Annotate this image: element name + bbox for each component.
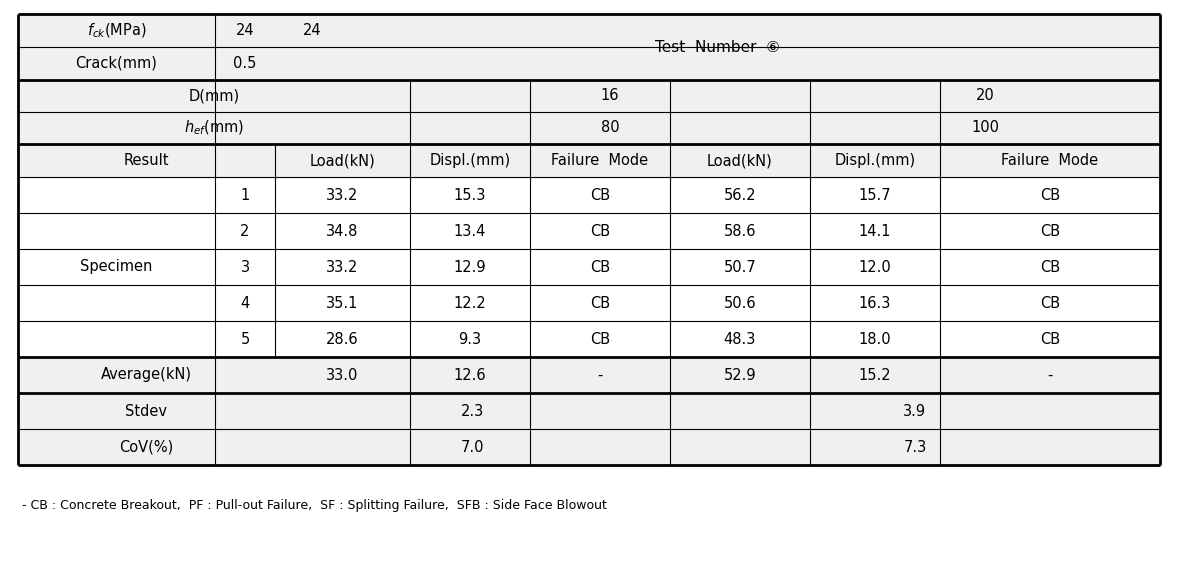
- Text: 58.6: 58.6: [723, 223, 756, 239]
- Text: 0.5: 0.5: [233, 56, 256, 71]
- Text: Failure  Mode: Failure Mode: [1001, 153, 1098, 168]
- Text: 12.2: 12.2: [454, 296, 486, 311]
- Text: CB: CB: [590, 259, 610, 274]
- Text: Load(kN): Load(kN): [707, 153, 773, 168]
- Text: Displ.(mm): Displ.(mm): [834, 153, 916, 168]
- Text: 3.9: 3.9: [903, 404, 927, 418]
- Text: CB: CB: [590, 296, 610, 311]
- Text: CB: CB: [1040, 296, 1060, 311]
- Text: 2: 2: [240, 223, 249, 239]
- Text: -: -: [1047, 367, 1053, 382]
- Text: 50.7: 50.7: [723, 259, 756, 274]
- Text: 4: 4: [240, 296, 249, 311]
- Text: Stdev: Stdev: [125, 404, 168, 418]
- Text: D(mm): D(mm): [188, 88, 240, 103]
- Text: Displ.(mm): Displ.(mm): [429, 153, 511, 168]
- Text: 2.3: 2.3: [461, 404, 485, 418]
- Text: 34.8: 34.8: [326, 223, 358, 239]
- Text: CoV(%): CoV(%): [119, 440, 174, 455]
- Text: CB: CB: [590, 188, 610, 203]
- Text: 33.0: 33.0: [326, 367, 358, 382]
- Text: Load(kN): Load(kN): [310, 153, 376, 168]
- Text: CB: CB: [1040, 223, 1060, 239]
- Text: 35.1: 35.1: [326, 296, 358, 311]
- Text: 3: 3: [240, 259, 249, 274]
- Text: $h_{ef}$(mm): $h_{ef}$(mm): [184, 119, 245, 137]
- Text: Test  Number  ⑥: Test Number ⑥: [655, 40, 780, 55]
- Text: 7.3: 7.3: [903, 440, 927, 455]
- Text: 14.1: 14.1: [859, 223, 891, 239]
- Text: 12.6: 12.6: [454, 367, 486, 382]
- Text: 15.7: 15.7: [858, 188, 891, 203]
- Text: CB: CB: [1040, 188, 1060, 203]
- Text: 33.2: 33.2: [326, 259, 358, 274]
- Text: 28.6: 28.6: [326, 332, 359, 347]
- Text: 12.0: 12.0: [858, 259, 891, 274]
- Text: 9.3: 9.3: [459, 332, 481, 347]
- Text: -: -: [597, 367, 603, 382]
- Text: Average(kN): Average(kN): [100, 367, 191, 382]
- Text: 13.4: 13.4: [454, 223, 486, 239]
- Text: 33.2: 33.2: [326, 188, 358, 203]
- Text: 50.6: 50.6: [723, 296, 756, 311]
- Text: 48.3: 48.3: [723, 332, 756, 347]
- Text: $f_{ck}$(MPa): $f_{ck}$(MPa): [86, 21, 147, 40]
- Text: CB: CB: [1040, 259, 1060, 274]
- Text: Result: Result: [124, 153, 169, 168]
- Text: 16: 16: [600, 88, 619, 103]
- Text: 16.3: 16.3: [859, 296, 891, 311]
- Text: 7.0: 7.0: [461, 440, 485, 455]
- Text: 15.3: 15.3: [454, 188, 486, 203]
- Text: 18.0: 18.0: [858, 332, 891, 347]
- Text: - CB : Concrete Breakout,  PF : Pull-out Failure,  SF : Splitting Failure,  SFB : - CB : Concrete Breakout, PF : Pull-out …: [22, 498, 606, 511]
- Text: 56.2: 56.2: [723, 188, 756, 203]
- Text: Specimen: Specimen: [80, 259, 152, 274]
- Text: Crack(mm): Crack(mm): [76, 56, 157, 71]
- Text: 12.9: 12.9: [454, 259, 486, 274]
- Text: 24: 24: [235, 23, 254, 38]
- Text: 5: 5: [240, 332, 249, 347]
- Text: 15.2: 15.2: [858, 367, 891, 382]
- Text: 52.9: 52.9: [723, 367, 756, 382]
- Text: 100: 100: [970, 121, 999, 135]
- Text: Failure  Mode: Failure Mode: [552, 153, 649, 168]
- Text: 24: 24: [304, 23, 322, 38]
- Text: CB: CB: [590, 332, 610, 347]
- Text: CB: CB: [590, 223, 610, 239]
- Text: 80: 80: [600, 121, 619, 135]
- Text: 1: 1: [240, 188, 249, 203]
- Text: 20: 20: [975, 88, 994, 103]
- Text: CB: CB: [1040, 332, 1060, 347]
